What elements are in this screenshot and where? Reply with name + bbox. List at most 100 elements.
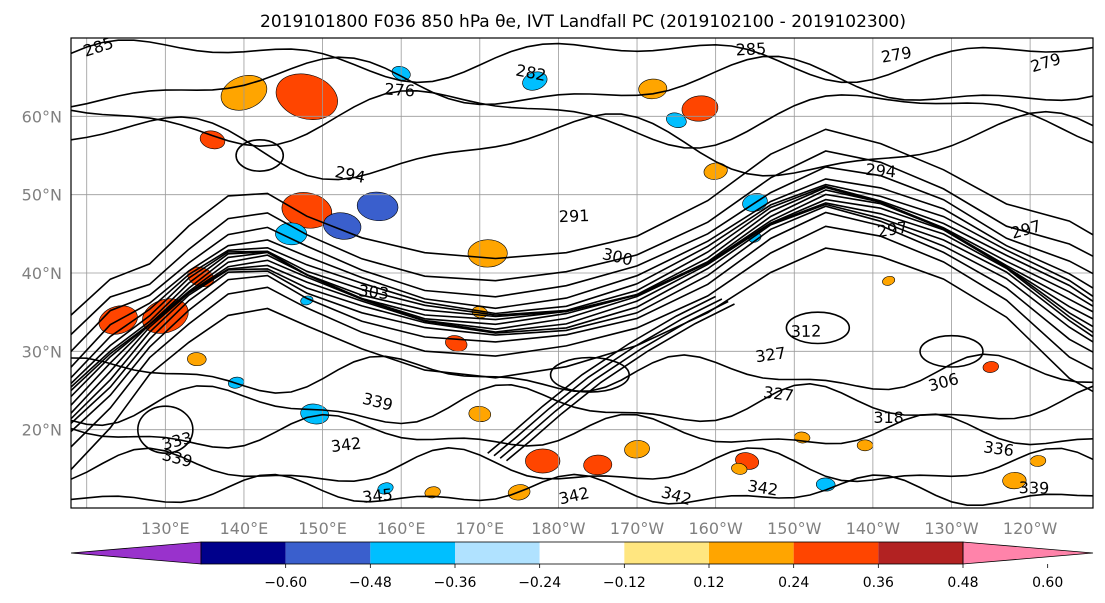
contour-label: 345 [361,485,393,507]
theta-e-contour [71,413,1093,449]
contour-label: 294 [865,160,897,182]
shading-patch [982,361,999,373]
longitude-label: 170°W [610,519,665,538]
theta-e-contour [549,356,630,393]
contour-label: 297 [876,218,909,242]
colorbar-tick-labels: −0.60 −0.48 −0.36 −0.24 −0.12 0.12 0.24 0.36 0.4… [264,564,1063,591]
theta-e-contour [71,198,1093,406]
theta-e-contour [499,300,729,459]
colorbar-tick-label: 0.24 [778,575,809,591]
contour-label: 303 [358,281,390,303]
contour-label: 285 [735,39,766,60]
colorbar-bin [709,542,794,564]
theta-e-contour [71,189,1093,392]
theta-e-contour [235,139,285,172]
theta-e-contour [71,185,1093,385]
colorbar-tick-label: 0.36 [863,575,894,591]
theta-e-contour [71,150,1093,336]
colorbar-tick-label: −0.36 [434,575,477,591]
theta-e-contour [71,186,1093,388]
colorbar-tick-label: 0.48 [947,575,978,591]
theta-e-contour [487,295,716,454]
colorbar-extend-low [70,541,202,565]
longitude-label: 160°W [688,519,743,538]
colorbar-bin [539,542,625,564]
colorbar-bin [793,542,879,564]
theta-e-contour [71,247,1093,471]
contour-label: 327 [754,343,787,366]
shading-patch [356,191,399,222]
longitude-tick-labels: 130°E 140°E 150°E 160°E 170°E 180°W 170°W 160°W… [141,519,1057,538]
shading-patch [1002,472,1027,490]
latitude-tick-labels: 20°N 30°N 40°N 50°N 60°N [22,107,62,439]
shading-patch [856,439,874,452]
shading-patch [882,275,896,286]
map-frame [70,37,1094,509]
theta-e-contour [71,473,1093,506]
shading-patch [681,95,719,122]
colorbar-tick-label: −0.48 [349,575,392,591]
theta-e-contour [71,110,1093,181]
colorbar-bin [285,542,371,564]
latitude-label: 40°N [22,264,62,283]
shading-patch [199,130,226,150]
colorbar-tick-label: −0.60 [264,575,307,591]
latitude-label: 30°N [22,342,62,361]
colorbar-bin [624,542,709,564]
latitude-label: 60°N [22,107,62,126]
colorbar-bin [455,542,540,564]
longitude-label: 140°E [220,519,269,538]
map-title: 2019101800 F036 850 hPa θe, IVT Landfall… [260,12,906,32]
shading-patch [187,352,207,367]
latitude-label: 20°N [22,421,62,440]
theta-e-contour [505,303,735,462]
latitude-label: 50°N [22,186,62,205]
longitude-label: 150°E [298,519,347,538]
shading-patch [731,462,748,475]
contour-label: 342 [746,476,779,500]
theta-e-contour [71,183,1093,379]
contour-label: 318 [873,408,904,427]
shading-patch [583,454,613,476]
theta-e-contour [71,225,1093,448]
colorbar-frame [200,541,964,565]
theta-e-contour [71,55,1093,108]
shading-patch [525,448,561,474]
theta-e-contour [71,166,1093,352]
colorbar-tick-label: 0.12 [693,575,724,591]
contour-label: 336 [982,437,1015,460]
longitude-label: 150°W [767,519,822,538]
longitude-label: 160°E [377,519,426,538]
contour-label: 291 [559,206,590,226]
colorbar-extend-high [962,541,1094,565]
longitude-label: 130°E [141,519,190,538]
colorbar [70,541,1094,565]
colorbar-bin [370,542,455,564]
shading-patch [467,239,508,268]
theta-e-contour [137,405,194,454]
longitude-label: 170°E [455,519,504,538]
shading-patch [424,486,441,499]
longitude-label: 120°W [1003,519,1058,538]
theta-e-contour [919,334,984,368]
theta-e-contour [71,178,1093,368]
theta-e-contour [71,203,1093,420]
shading-patch [522,71,548,91]
contour-label: 276 [384,79,416,100]
colorbar-bin [201,542,286,564]
longitude-label: 180°W [531,519,586,538]
theta-e-contour [785,311,851,345]
colorbar-tick-label: −0.12 [603,575,646,591]
contour-label: 339 [1019,478,1050,498]
theta-e-contour [493,298,723,457]
shading-patch [300,295,314,306]
shading-patch [377,482,394,495]
anomaly-shading [98,66,1047,501]
colorbar-bin [878,542,963,564]
theta-e-contour [71,128,1093,316]
colorbar-tick-label: 0.60 [1032,575,1063,591]
contour-label: 312 [791,321,822,341]
